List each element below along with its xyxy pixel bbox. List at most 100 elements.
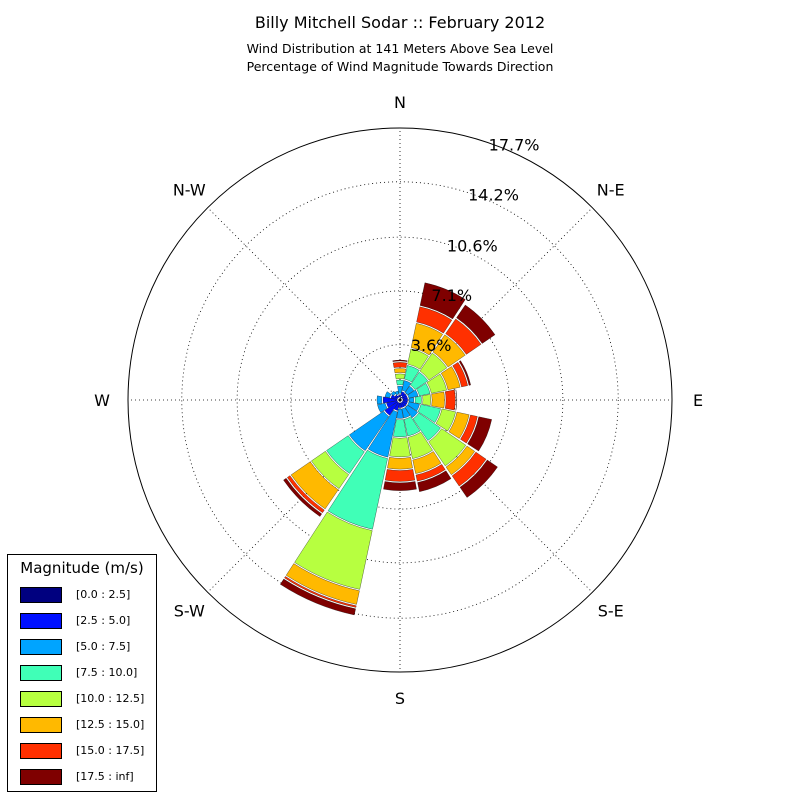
rose-bar-segment [397, 386, 403, 394]
rose-bar-segment [284, 576, 357, 608]
radial-tick-label: 17.7% [489, 136, 540, 155]
rose-bar-segment [382, 396, 398, 404]
rose-bar-segment [384, 469, 416, 482]
rose-bar-segment [384, 391, 392, 398]
rose-bar-segment [435, 408, 456, 432]
rose-bar-segment [431, 391, 445, 409]
grid-circle [236, 236, 564, 564]
rose-bar-segment [376, 395, 383, 405]
rose-bar-segment [428, 428, 467, 467]
rose-bar-segment [280, 578, 356, 616]
rose-bar-segment [400, 402, 405, 408]
legend-label: [10.0 : 12.5] [76, 692, 145, 705]
rose-bar-segment [393, 402, 400, 411]
legend-swatch [20, 587, 62, 603]
legend-swatch [20, 613, 62, 629]
rose-bar-segment [445, 445, 475, 475]
grid-circle [290, 290, 510, 510]
rose-bar-segment [417, 470, 452, 492]
grid-circle [181, 181, 619, 619]
rose-bar-segment [404, 365, 420, 383]
rose-bar-segment [383, 481, 417, 491]
legend-label: [2.5 : 5.0] [76, 614, 131, 627]
rose-bar-segment [408, 397, 414, 403]
rose-bar-segment [432, 334, 466, 368]
direction-label: S [395, 689, 405, 708]
rose-bar-segment [327, 449, 388, 530]
rose-bar-segment [398, 402, 402, 408]
rose-bar-segment [410, 371, 429, 390]
rose-bar-segment [401, 380, 412, 392]
direction-label: S-W [174, 602, 205, 621]
direction-label: E [693, 391, 703, 410]
rose-bar-segment [390, 394, 398, 400]
rose-bar-segment [290, 461, 339, 510]
rose-bar-segment [402, 400, 408, 405]
rose-bar-segment [283, 478, 322, 517]
rose-bar-segment [287, 475, 325, 513]
rose-bar-segment [390, 390, 396, 396]
rose-bar-segment [414, 395, 422, 405]
rose-bar-segment [404, 404, 418, 418]
rose-bars [280, 282, 498, 616]
rose-bar-segment [285, 563, 360, 605]
rose-bar-segment [407, 401, 420, 412]
rose-bar-segment [393, 419, 407, 438]
direction-label: N-W [173, 180, 206, 199]
rose-bar-segment [394, 390, 399, 396]
rose-bar-segment [401, 393, 407, 399]
rose-bar-segment [394, 394, 399, 399]
legend-label: [0.0 : 2.5] [76, 588, 131, 601]
rose-bar-segment [417, 404, 441, 423]
rose-bar-segment [326, 435, 365, 474]
rose-bar-segment [402, 395, 408, 400]
radial-tick-label: 10.6% [447, 237, 498, 256]
legend-label: [12.5 : 15.0] [76, 718, 145, 731]
radial-tick-label: 3.6% [411, 336, 452, 355]
rose-bar-segment [349, 411, 389, 451]
legend-swatch [20, 769, 62, 785]
rose-bar-segment [448, 411, 470, 439]
rose-bar-segment [416, 383, 431, 397]
rose-bar-segment [387, 457, 413, 470]
rose-bar-segment [452, 362, 468, 388]
rose-bar-segment [377, 402, 388, 413]
rose-bar-segment [412, 412, 441, 441]
rose-bar-segment [458, 360, 471, 386]
rose-bar-segment [403, 416, 421, 437]
rose-bar-segment [386, 400, 398, 408]
legend: Magnitude (m/s) [0.0 : 2.5] [2.5 : 5.0] [5… [7, 554, 157, 792]
rose-bar-segment [426, 373, 447, 394]
rose-bar-segment [459, 459, 498, 498]
legend-label: [17.5 : inf] [76, 770, 134, 783]
rose-bar-segment [455, 389, 458, 411]
rose-bar-segment [389, 437, 411, 458]
rose-bar-segment [311, 451, 349, 489]
direction-label: S-E [598, 602, 624, 621]
rose-bar-segment [384, 401, 399, 416]
rose-bar-segment [294, 511, 373, 590]
rose-bar-segment [392, 362, 408, 368]
rose-bar-segment [451, 451, 487, 487]
rose-bar-segment [410, 323, 443, 356]
rose-bar-segment [407, 431, 433, 459]
rose-bar-segment [422, 394, 431, 406]
rose-bar-segment [445, 389, 456, 411]
legend-swatch [20, 717, 62, 733]
legend-label: [15.0 : 17.5] [76, 744, 145, 757]
radial-tick-label: 7.1% [431, 286, 472, 305]
polar-labels: N N-E E S-E S S-W W N-W 3.6% 7.1% 10.6% 14.2% 17.7% [94, 93, 703, 708]
direction-label: N [394, 93, 406, 112]
rose-bar-segment [401, 407, 411, 419]
rose-bar-segment [416, 306, 453, 334]
rose-bar-segment [401, 401, 407, 407]
rose-bar-segment [402, 398, 408, 402]
radial-tick-label: 14.2% [468, 185, 519, 204]
rose-bar-segment [419, 352, 448, 381]
rose-bar-segment [394, 368, 406, 374]
rose-bar-segment [412, 451, 442, 474]
rose-bar-segment [440, 366, 461, 390]
rose-bar-segment [467, 416, 492, 452]
rose-bar-segment [398, 398, 401, 401]
rose-bar-segment [400, 391, 405, 397]
